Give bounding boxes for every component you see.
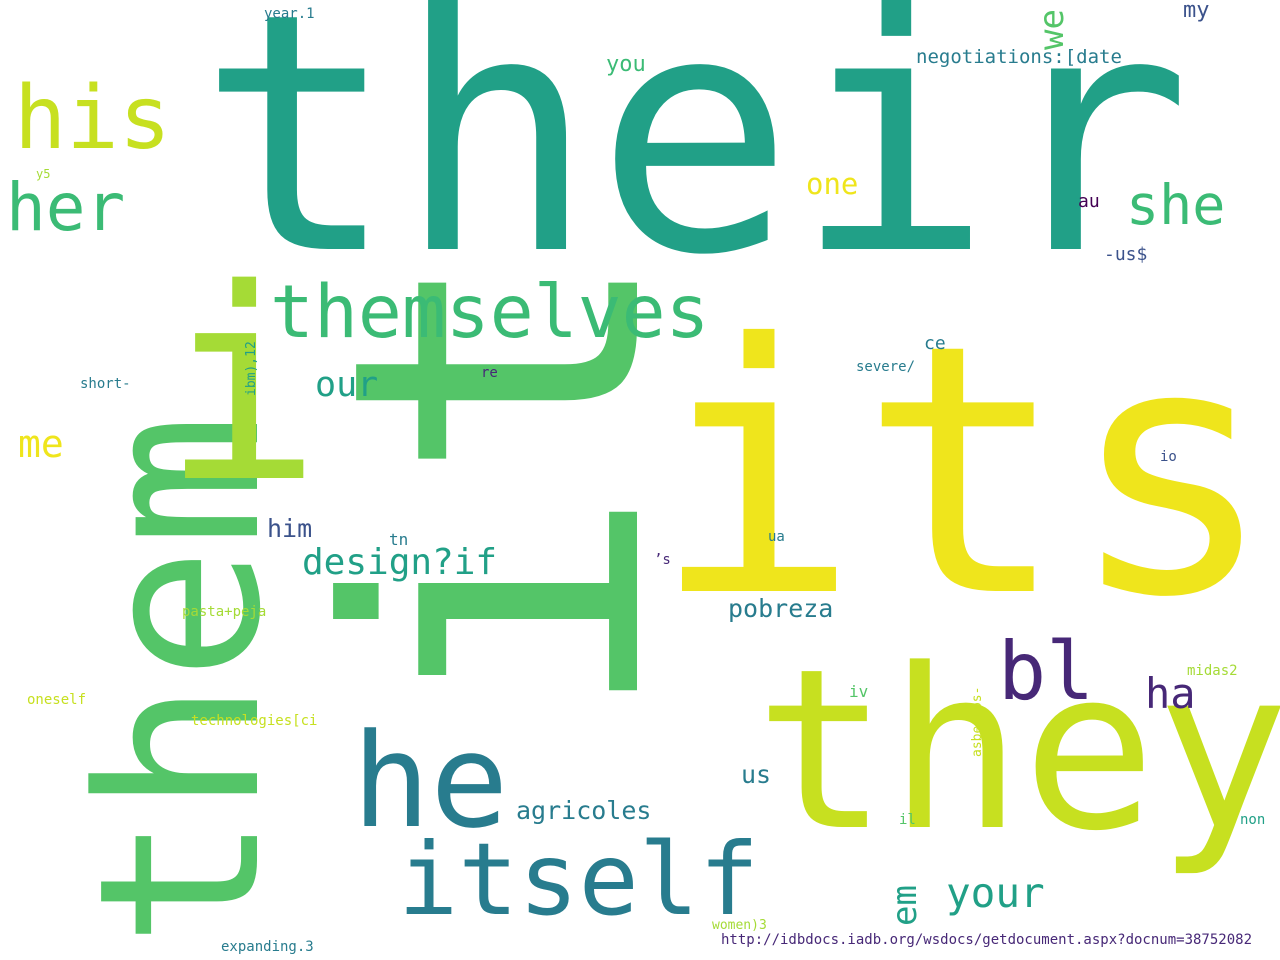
word-midas: midas2 [1187, 663, 1238, 679]
word-its: its [652, 272, 1276, 673]
word-i: i [162, 233, 322, 541]
word-pasta: pasta+peja [182, 604, 267, 620]
word-you: you [606, 52, 646, 77]
word-agricoles: agricoles [516, 796, 652, 825]
word-re: re [481, 365, 498, 381]
word-we: we [1032, 9, 1072, 50]
word-my: my [1183, 0, 1210, 23]
word-our: our [315, 365, 379, 405]
word-he: he [352, 705, 509, 857]
word-bl: bl [998, 625, 1095, 718]
word-y5: y5 [36, 167, 51, 181]
word-url: http://idbdocs.iadb.org/wsdocs/getdocume… [721, 932, 1253, 948]
word-usd: -us$ [1104, 244, 1148, 265]
word-their: their [198, 0, 1192, 327]
word-em: em [885, 885, 925, 926]
word-short: short- [80, 376, 131, 392]
word-il: il [899, 812, 916, 828]
word-themselves: themselves [270, 270, 710, 355]
word-severe: severe/ [856, 359, 916, 375]
word-ha: ha [1145, 669, 1196, 718]
word-ibm: ibm),12 [244, 341, 259, 396]
word-iv: iv [849, 682, 869, 701]
word-negotiations: negotiations:[date [916, 46, 1122, 68]
word-expanding: expanding.3 [221, 939, 314, 955]
word-ua: ua [768, 529, 785, 545]
word-au: au [1078, 191, 1100, 212]
word-she: she [1126, 173, 1226, 237]
word-s: ’s [654, 552, 671, 568]
word-his: his [14, 67, 172, 169]
word-design: design?if [302, 542, 498, 583]
word-tn: tn [389, 530, 409, 549]
word-year: year.1 [264, 6, 315, 22]
word-asbestos: asbestos- [970, 686, 985, 757]
word-itself: itself [398, 821, 760, 938]
word-io: io [1160, 449, 1177, 465]
word-us: us [741, 760, 772, 789]
word-one: one [806, 167, 859, 201]
word-they: they [755, 622, 1280, 880]
word-her: her [6, 169, 126, 246]
word-women: women)3 [712, 918, 767, 933]
word-ce: ce [924, 333, 946, 354]
word-me: me [18, 422, 64, 466]
word-your: your [946, 869, 1045, 917]
word-technologies: technologies[ci [191, 713, 318, 729]
word-pobreza: pobreza [728, 594, 834, 623]
word-him: him [267, 514, 313, 543]
word-non: non [1240, 812, 1266, 828]
word-oneself: oneself [27, 692, 87, 708]
